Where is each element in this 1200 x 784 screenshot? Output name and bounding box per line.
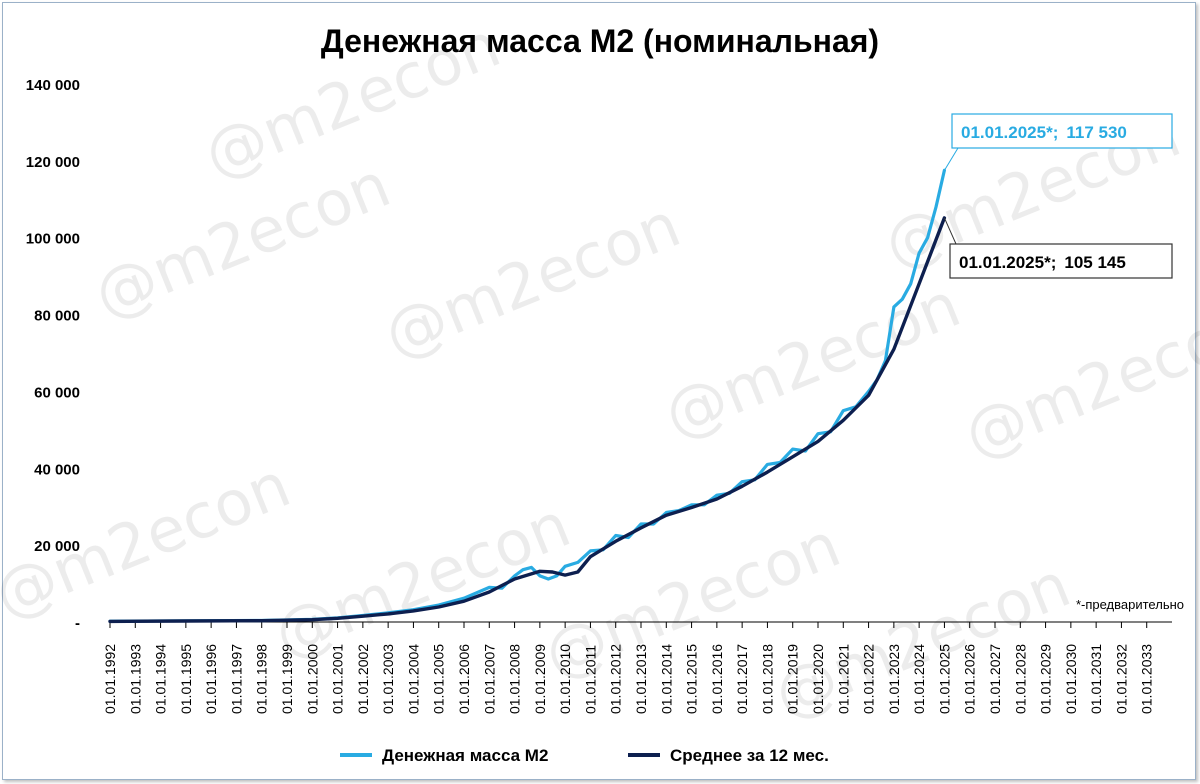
x-tick-label: 01.01.2020	[810, 644, 826, 714]
callout-m2: 01.01.2025*; 117 530	[944, 113, 1173, 171]
x-tick-label: 01.01.2023	[886, 644, 902, 714]
y-tick-label: 60 000	[34, 384, 80, 401]
x-tick-label: 01.01.2003	[380, 644, 396, 714]
y-tick-label: 20 000	[34, 538, 80, 555]
callout-value: 105 145	[1064, 253, 1125, 272]
y-tick-label: 80 000	[34, 308, 80, 325]
x-tick-label: 01.01.2015	[684, 644, 700, 714]
x-tick-label: 01.01.2008	[507, 644, 523, 714]
x-tick-label: 01.01.1995	[178, 644, 194, 714]
x-tick-label: 01.01.2025	[936, 644, 952, 714]
x-tick-label: 01.01.2021	[835, 644, 851, 714]
x-tick-label: 01.01.2022	[861, 644, 877, 714]
watermark-1: @m2econ	[374, 188, 690, 372]
x-axis: 01.01.1992 01.01.1993 01.01.1994 01.01.1995…	[102, 621, 1172, 714]
x-tick-label: 01.01.2009	[532, 644, 548, 714]
legend-item: Денежная масса М2	[340, 746, 548, 765]
x-tick-label: 01.01.1992	[102, 644, 118, 714]
x-tick-label: 01.01.2004	[405, 644, 421, 714]
callout-date: 01.01.2025*;	[959, 253, 1056, 272]
x-tick-label: 01.01.2024	[911, 644, 927, 714]
x-tick-label: 01.01.2018	[759, 644, 775, 714]
series-line-avg12	[108, 216, 947, 624]
x-tick-label: 01.01.2016	[709, 644, 725, 714]
x-tick-label: 01.01.1998	[254, 644, 270, 714]
x-tick-label: 01.01.1999	[279, 644, 295, 714]
x-tick-label: 01.01.2010	[557, 644, 573, 714]
y-tick-label: 40 000	[34, 461, 80, 478]
x-tick-label: 01.01.2028	[1012, 644, 1028, 714]
chart-title: Денежная масса М2 (номинальная)	[321, 23, 879, 59]
callout-value: 117 530	[1066, 123, 1127, 142]
x-tick-label: 01.01.2032	[1113, 644, 1129, 714]
x-tick-label: 01.01.2002	[355, 644, 371, 714]
x-tick-label: 01.01.2014	[658, 644, 674, 714]
x-tick-label: 01.01.2026	[962, 644, 978, 714]
legend-item: Среднее за 12 мес.	[628, 746, 829, 765]
callout-avg12: 01.01.2025*; 105 145	[943, 217, 1173, 279]
x-tick-label: 01.01.2006	[456, 644, 472, 714]
x-tick-label: 01.01.2030	[1063, 644, 1079, 714]
watermark-8: @m2econ	[954, 288, 1200, 472]
series-layer	[108, 168, 947, 624]
x-tick-label: 01.01.2031	[1088, 644, 1104, 714]
x-tick-label: 01.01.2027	[987, 644, 1003, 714]
watermark-2: @m2econ	[654, 268, 970, 452]
legend: Денежная масса М2 Среднее за 12 мес.	[340, 746, 829, 765]
callout-date: 01.01.2025*;	[961, 123, 1058, 142]
x-tick-label: 01.01.2012	[608, 644, 624, 714]
x-tick-label: 01.01.2013	[633, 644, 649, 714]
x-tick-label: 01.01.2029	[1038, 644, 1054, 714]
x-tick-label: 01.01.2000	[304, 644, 320, 714]
x-tick-label: 01.01.2033	[1139, 644, 1155, 714]
y-tick-label: 140 000	[26, 77, 80, 94]
x-tick-label: 01.01.1994	[153, 644, 169, 714]
x-tick-label: 01.01.2017	[734, 644, 750, 714]
y-tick-label: -	[75, 615, 80, 632]
y-tick-label: 120 000	[26, 154, 80, 171]
callout-label: 01.01.2025*; 105 145	[959, 253, 1126, 272]
callout-label: 01.01.2025*; 117 530	[961, 123, 1127, 142]
x-tick-label: 01.01.2001	[330, 644, 346, 714]
legend-label: Среднее за 12 мес.	[670, 746, 829, 765]
x-tick-label: 01.01.1996	[203, 644, 219, 714]
callouts: 01.01.2025*; 117 530 01.01.2025*; 105 145	[943, 113, 1173, 279]
y-tick-label: 100 000	[26, 231, 80, 248]
x-tick-label: 01.01.1997	[228, 644, 244, 714]
x-tick-label: 01.01.1993	[127, 644, 143, 714]
legend-label: Денежная масса М2	[382, 746, 548, 765]
footnote: *-предварительно	[1076, 597, 1184, 612]
x-tick-label: 01.01.2007	[481, 644, 497, 714]
x-tick-label: 01.01.2005	[431, 644, 447, 714]
x-tick-label: 01.01.2011	[582, 645, 598, 714]
x-tick-label: 01.01.2019	[785, 644, 801, 714]
callout-box	[951, 113, 1173, 149]
y-axis: - 20 000 40 000 60 000 80 000 100 000 120 000 1…	[26, 77, 80, 632]
callout-box	[949, 243, 1173, 279]
